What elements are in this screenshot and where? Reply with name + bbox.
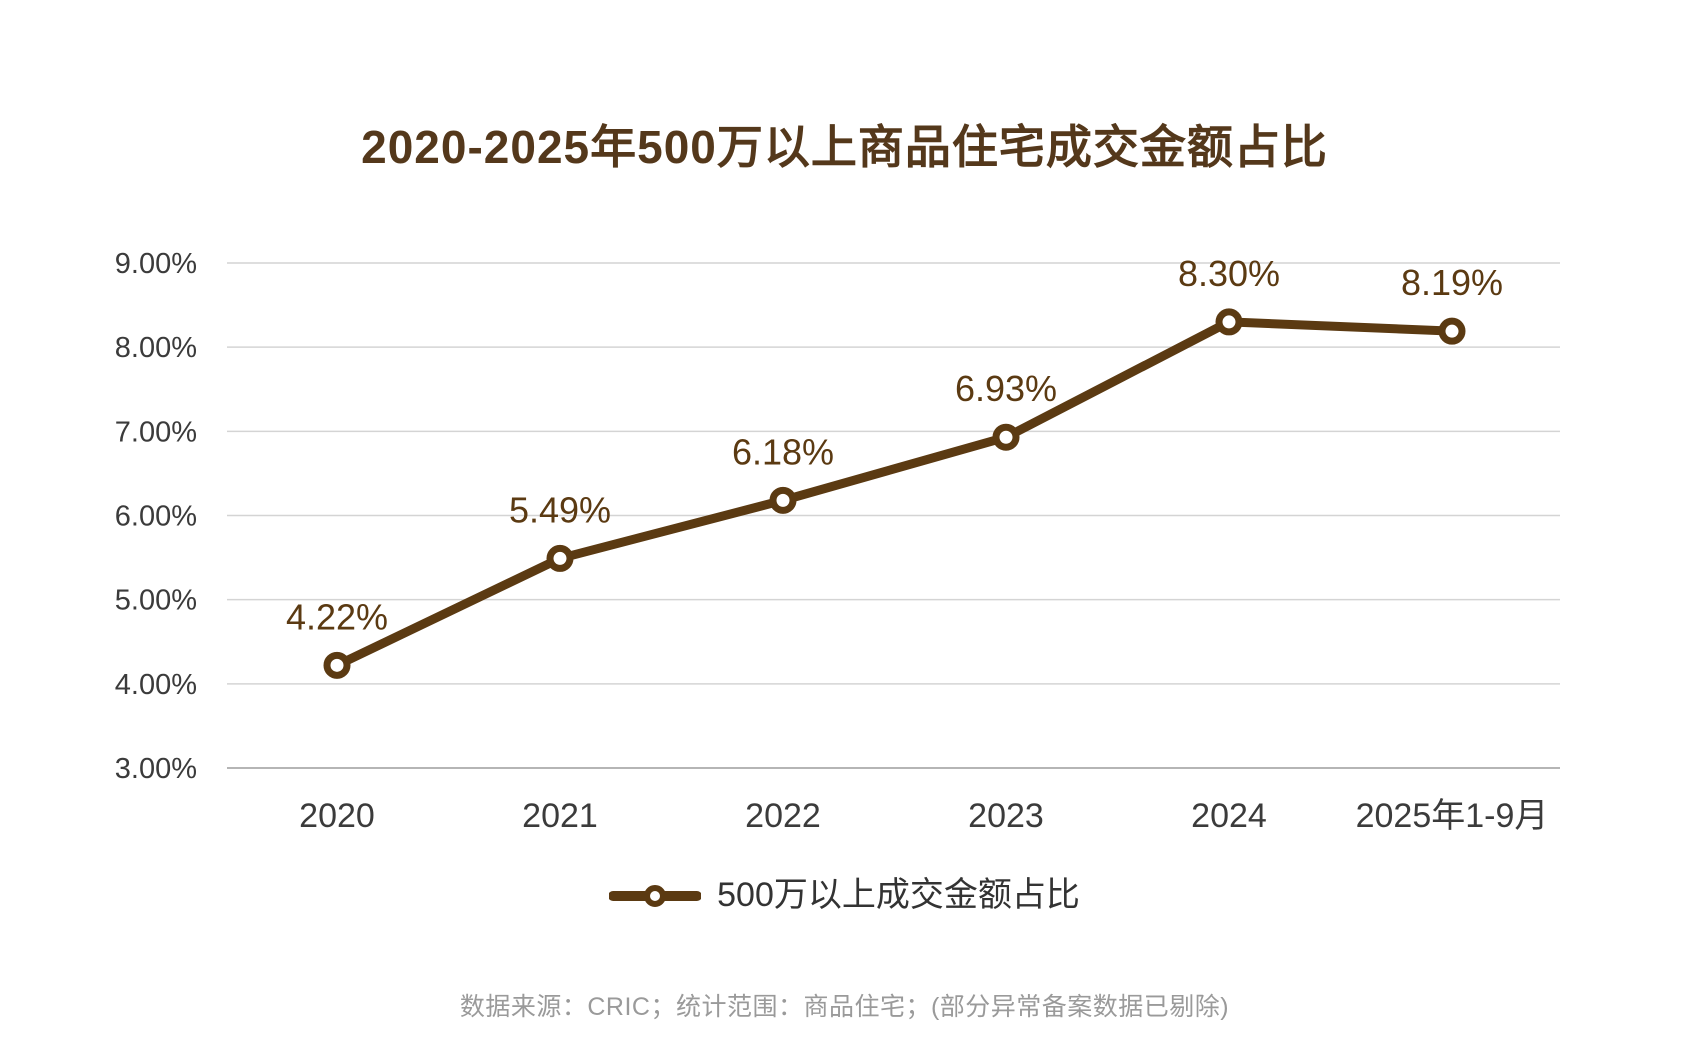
data-point-label: 5.49% (509, 489, 611, 530)
data-point-label: 6.93% (955, 368, 1057, 409)
x-tick-label: 2024 (1191, 797, 1267, 835)
data-point-marker (992, 423, 1020, 451)
legend-line-marker-icon (609, 884, 702, 907)
data-point-marker (1438, 317, 1466, 345)
legend: 500万以上成交金额占比 (0, 872, 1689, 920)
y-tick-label: 3.00% (115, 753, 197, 785)
y-tick-label: 7.00% (115, 416, 197, 448)
y-tick-label: 8.00% (115, 332, 197, 364)
data-point-marker (546, 544, 574, 572)
y-tick-label: 6.00% (115, 501, 197, 533)
data-point-marker (769, 486, 797, 514)
x-tick-label: 2025年1-9月 (1356, 797, 1549, 835)
x-tick-label: 2022 (745, 797, 821, 835)
x-tick-label: 2021 (522, 797, 598, 835)
line-chart-plot: 3.00% 4.00% 5.00% 6.00% 7.00% 8.00% 9.00% 2020 2… (115, 248, 1560, 835)
x-tick-label: 2020 (299, 797, 375, 835)
chart-title: 2020-2025年500万以上商品住宅成交金额占比 (361, 121, 1328, 173)
data-point-label: 6.18% (732, 431, 834, 472)
data-point-label: 8.30% (1178, 253, 1280, 294)
data-point-label: 4.22% (286, 596, 388, 637)
data-point-marker (1215, 308, 1243, 336)
y-tick-label: 5.00% (115, 585, 197, 617)
source-note: 数据来源：CRIC；统计范围：商品住宅；(部分异常备案数据已剔除) (459, 993, 1230, 1021)
x-tick-label: 2023 (968, 797, 1044, 835)
data-point-label: 8.19% (1401, 262, 1503, 303)
legend-label: 500万以上成交金额占比 (717, 876, 1080, 914)
data-point-marker (323, 651, 351, 679)
y-tick-label: 4.00% (115, 669, 197, 701)
series-line (332, 317, 1457, 670)
y-tick-label: 9.00% (115, 248, 197, 280)
